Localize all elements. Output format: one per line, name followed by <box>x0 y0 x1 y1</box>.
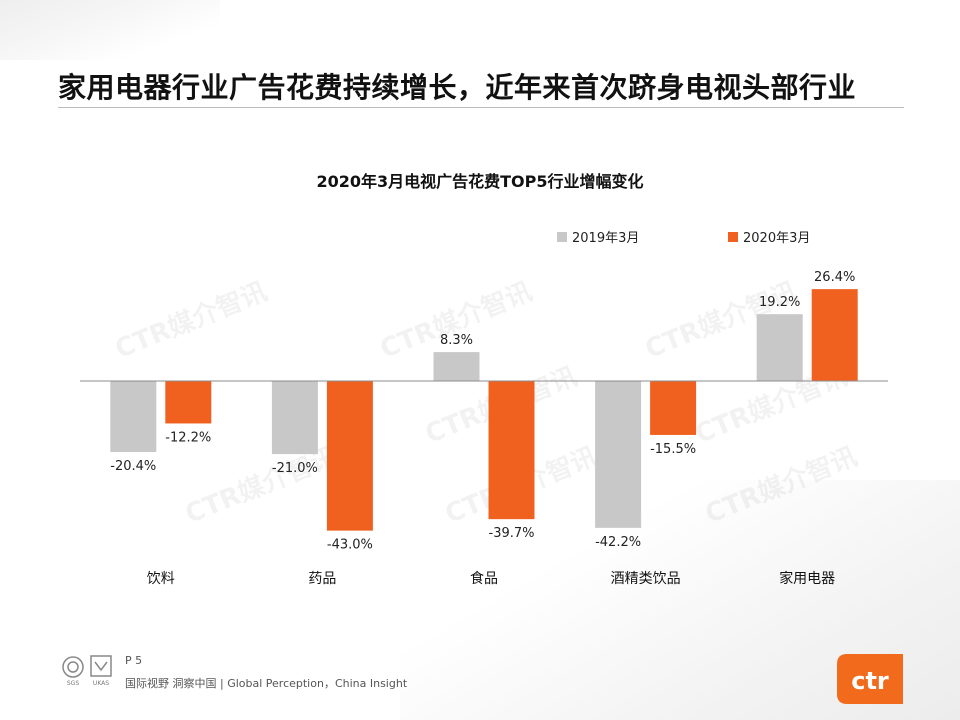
certification-badges: SGS UKAS <box>62 655 112 687</box>
page-number: P 5 <box>125 654 143 667</box>
category-label: 食品 <box>470 570 498 587</box>
title-divider <box>58 107 904 108</box>
category-label: 家用电器 <box>779 570 835 587</box>
bar <box>165 381 212 424</box>
bar-chart: 2020年3月电视广告花费TOP5行业增幅变化 2019年3月 2020年3月 -20… <box>80 172 888 587</box>
legend-swatch <box>557 232 567 242</box>
ctr-logo: ctr <box>837 654 903 704</box>
bar <box>326 381 373 531</box>
data-label: 8.3% <box>440 333 473 348</box>
bar <box>595 381 642 528</box>
ukas-badge-icon: UKAS <box>90 655 112 687</box>
data-label: 19.2% <box>759 295 800 310</box>
ctr-logo-shape-icon <box>837 654 903 704</box>
page-title: 家用电器行业广告花费持续增长，近年来首次跻身电视头部行业 <box>58 71 857 104</box>
footer-tagline: 国际视野 洞察中国 | Global Perception，China Insi… <box>125 677 408 690</box>
data-label: -20.4% <box>110 459 156 474</box>
data-label: 26.4% <box>814 270 855 285</box>
category-label: 酒精类饮品 <box>611 571 681 587</box>
chart-title: 2020年3月电视广告花费TOP5行业增幅变化 <box>316 172 643 191</box>
category-label: 药品 <box>308 571 336 587</box>
bar <box>271 381 318 455</box>
legend-swatch <box>728 232 738 242</box>
sgs-badge-icon: SGS <box>62 656 84 687</box>
data-label: -12.2% <box>165 430 211 445</box>
sgs-badge-label: SGS <box>67 680 79 687</box>
legend-label: 2019年3月 <box>572 231 639 246</box>
bar <box>488 381 535 520</box>
data-label: -21.0% <box>272 461 318 476</box>
ukas-badge-label: UKAS <box>93 680 109 687</box>
data-label: -15.5% <box>650 442 696 457</box>
data-label: -43.0% <box>327 538 373 553</box>
bar <box>433 352 480 381</box>
bar <box>650 381 697 435</box>
bar <box>110 381 157 452</box>
bar <box>811 289 858 381</box>
ctr-logo-text: ctr <box>851 667 889 695</box>
data-label: -39.7% <box>489 526 535 541</box>
corner-decoration-top-left <box>0 0 220 60</box>
bar <box>756 314 803 381</box>
legend-label: 2020年3月 <box>743 231 810 246</box>
data-label: -42.2% <box>595 535 641 550</box>
category-label: 饮料 <box>147 571 175 587</box>
